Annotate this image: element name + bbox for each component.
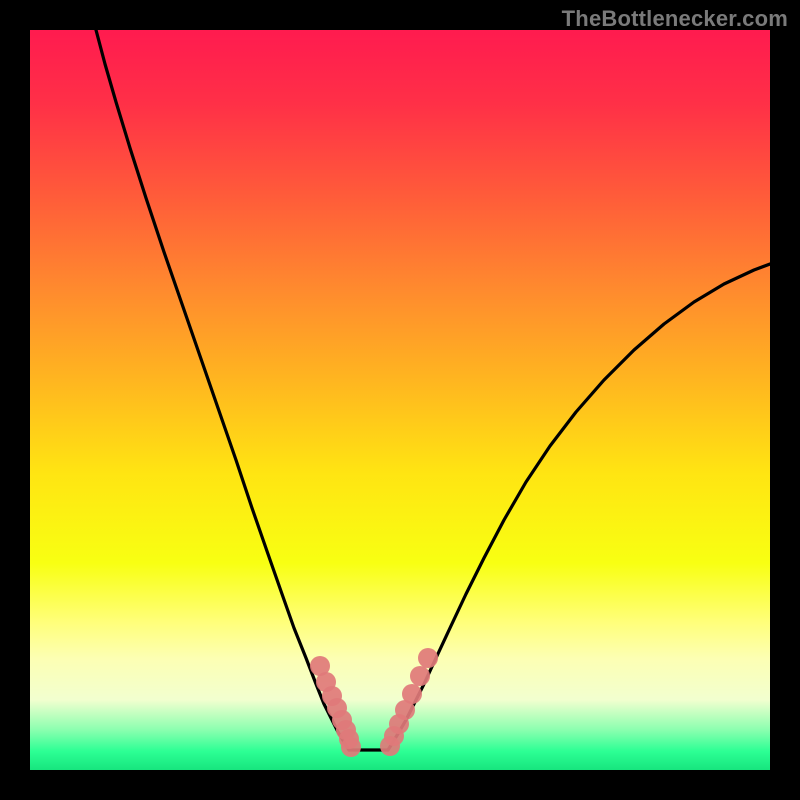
curve-layer	[30, 30, 770, 770]
curve-left	[96, 30, 349, 750]
marker-dot	[341, 737, 361, 757]
marker-dot	[410, 666, 430, 686]
marker-dot	[418, 648, 438, 668]
marker-dot	[402, 684, 422, 704]
markers-left	[310, 656, 361, 757]
markers-right	[380, 648, 438, 756]
plot-area	[30, 30, 770, 770]
curve-right	[388, 264, 770, 750]
chart-frame: TheBottlenecker.com	[0, 0, 800, 800]
watermark-text: TheBottlenecker.com	[562, 6, 788, 32]
